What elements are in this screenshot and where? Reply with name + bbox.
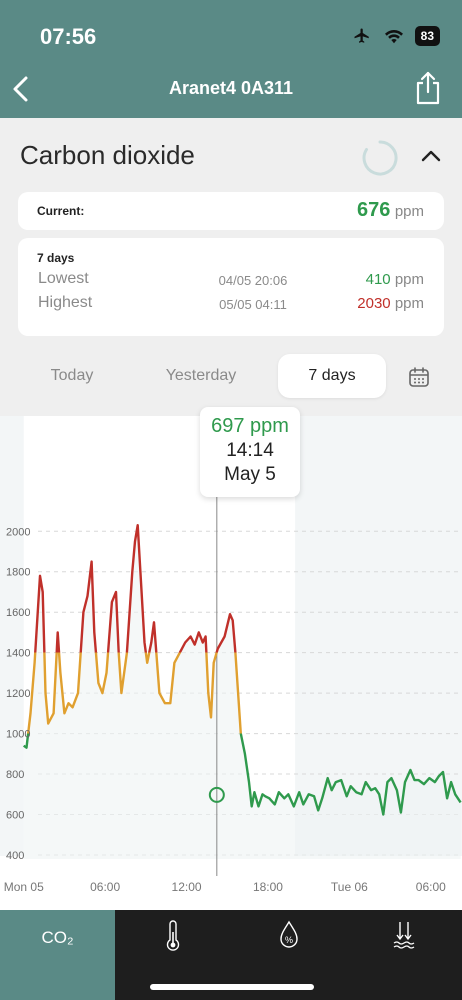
current-card: Current: 676 ppm bbox=[18, 192, 444, 230]
tab-yesterday[interactable]: Yesterday bbox=[165, 367, 237, 384]
y-tick-label: 800 bbox=[6, 769, 24, 781]
battery-level: 83 bbox=[414, 26, 440, 46]
y-tick-label: 1200 bbox=[6, 688, 30, 700]
nav-humidity-tab[interactable]: % bbox=[230, 910, 345, 1000]
y-tick-label: 600 bbox=[6, 809, 24, 821]
nav-co2-tab[interactable]: CO₂ bbox=[0, 910, 115, 1000]
back-arrow-icon[interactable] bbox=[10, 74, 34, 104]
x-tick-label: 06:00 bbox=[416, 880, 446, 894]
chart-tooltip: 697 ppm 14:14 May 5 bbox=[200, 407, 300, 497]
lowest-value: 410 bbox=[365, 271, 391, 288]
night-band bbox=[0, 416, 24, 856]
current-value: 676 bbox=[356, 199, 391, 221]
current-label: Current: bbox=[37, 204, 85, 218]
current-reading: 676 ppm bbox=[357, 199, 424, 222]
home-indicator bbox=[150, 984, 314, 990]
status-icons: 83 bbox=[351, 26, 440, 46]
tooltip-value: 697 ppm bbox=[211, 415, 289, 437]
app-header: 07:56 83 Aranet4 0A311 bbox=[0, 0, 462, 118]
device-title: Aranet4 0A311 bbox=[168, 78, 294, 98]
highest-value: 2030 bbox=[357, 295, 391, 312]
y-tick-label: 1600 bbox=[6, 607, 30, 619]
tab-7-days[interactable]: 7 days bbox=[278, 354, 386, 398]
tooltip-date: May 5 bbox=[224, 464, 276, 485]
airplane-icon bbox=[354, 28, 369, 43]
loading-spinner-icon bbox=[362, 140, 398, 176]
co2-series-line bbox=[23, 524, 462, 816]
highest-reading: 2030 ppm bbox=[357, 295, 424, 312]
y-tick-label: 1800 bbox=[6, 567, 30, 579]
highest-date: 05/05 04:11 bbox=[219, 297, 287, 312]
x-tick-label: Tue 06 bbox=[331, 880, 368, 894]
lowest-unit: ppm bbox=[394, 271, 424, 288]
highest-label: Highest bbox=[38, 294, 93, 311]
svg-text:%: % bbox=[285, 935, 293, 945]
y-tick-label: 400 bbox=[6, 850, 24, 862]
x-tick-label: 18:00 bbox=[253, 880, 283, 894]
y-tick-label: 1000 bbox=[6, 729, 30, 741]
y-tick-label: 1400 bbox=[6, 648, 30, 660]
section-title: Carbon dioxide bbox=[20, 140, 195, 170]
x-tick-label: 12:00 bbox=[172, 880, 202, 894]
wifi-icon bbox=[384, 29, 403, 44]
stats-card: 7 days Lowest 04/05 20:06 410 ppm Highes… bbox=[18, 238, 444, 336]
lowest-reading: 410 ppm bbox=[366, 271, 424, 288]
humidity-drop-icon: % bbox=[280, 920, 298, 948]
pressure-icon bbox=[393, 922, 415, 949]
co2-chart-svg[interactable]: 400 600 800 1000 1200 1400 1600 1800 2000 Mon 05… bbox=[0, 416, 462, 910]
current-unit: ppm bbox=[394, 203, 424, 220]
x-tick-label: Mon 05 bbox=[4, 880, 44, 894]
thermometer-icon bbox=[166, 920, 180, 951]
nav-temperature-tab[interactable] bbox=[115, 910, 230, 1000]
selected-point-marker[interactable] bbox=[208, 786, 225, 803]
collapse-chevron-up-icon[interactable] bbox=[420, 146, 442, 166]
lowest-date: 04/05 20:06 bbox=[218, 273, 288, 288]
lowest-label: Lowest bbox=[38, 270, 89, 287]
status-time: 07:56 bbox=[40, 24, 97, 49]
co2-area-fill bbox=[23, 525, 461, 859]
nav-co2-label: CO₂ bbox=[41, 928, 74, 947]
share-icon[interactable] bbox=[414, 70, 442, 106]
y-tick-label: 2000 bbox=[6, 526, 30, 538]
calendar-icon[interactable] bbox=[408, 366, 430, 388]
tooltip-time: 14:14 bbox=[226, 440, 274, 461]
nav-pressure-tab[interactable] bbox=[345, 910, 460, 1000]
co2-chart[interactable]: 400 600 800 1000 1200 1400 1600 1800 2000 Mon 05… bbox=[0, 416, 462, 910]
x-tick-label: 06:00 bbox=[90, 880, 120, 894]
stats-period: 7 days bbox=[37, 251, 75, 265]
tab-today[interactable]: Today bbox=[50, 367, 94, 384]
highest-unit: ppm bbox=[394, 295, 424, 312]
